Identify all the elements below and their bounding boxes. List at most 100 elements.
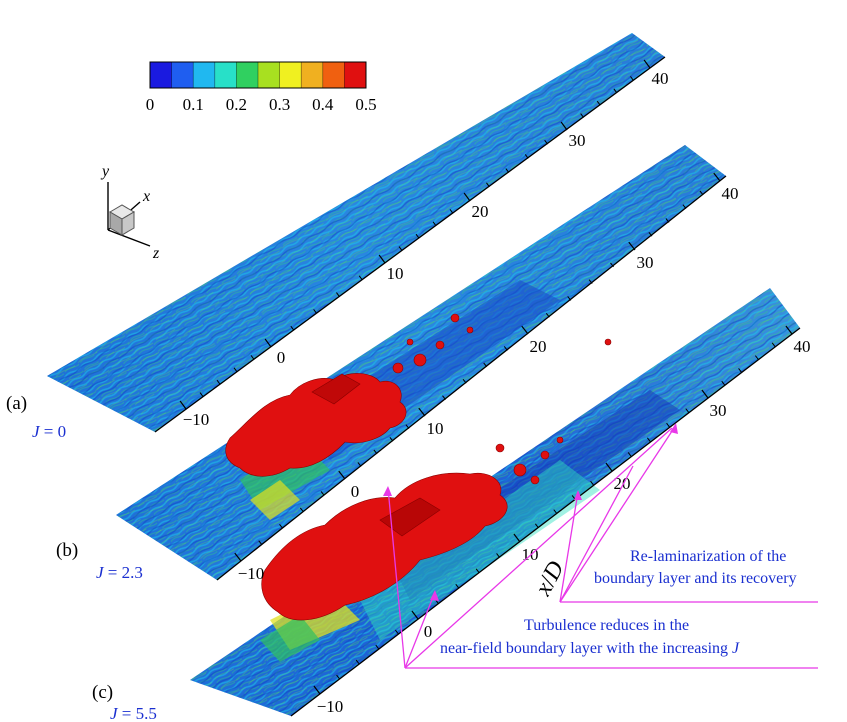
minor-tick [685,408,690,413]
minor-tick [545,312,550,318]
major-tick [643,59,651,69]
axis-tick-label: 40 [722,184,739,203]
colorbar-frame [149,61,367,89]
orientation-cube [109,204,135,236]
colorbar-cell [301,62,324,88]
colorbar-cell [214,62,237,88]
colorbar: 0 0.1 0.2 0.3 0.4 0.5 [146,61,377,114]
minor-tick [357,462,362,467]
minor-tick [442,395,446,400]
axis-tick-label: 30 [710,401,727,420]
major-tick [418,407,426,417]
relam-arrowheads [574,423,678,500]
minor-tick [648,231,653,237]
minor-tick [389,436,394,442]
panel-b-axis: −10 0 10 20 30 40 [234,172,739,583]
panel-a-label: (a) [6,393,27,414]
minor-tick [627,452,632,457]
axis-tick-label: 30 [637,253,654,272]
minor-tick [336,292,340,297]
axis-tick-label: 10 [427,419,444,438]
minor-tick [496,553,500,558]
colorbar-cell [171,62,194,88]
minor-tick [544,139,549,145]
minor-tick [373,449,378,455]
axis-tick-label: 40 [652,69,669,88]
panel-b-jvalue: J = 2.3 [96,563,143,582]
axis-tick-label: 40 [794,337,811,356]
axis-tick-label: −10 [238,564,265,583]
panel-b-label: (b) [56,540,78,561]
major-tick [628,241,636,251]
minor-tick [503,346,508,351]
minor-tick [405,424,410,429]
major-tick [338,470,346,480]
minor-tick [682,204,687,209]
colorbar-tick-label: 0.3 [269,95,290,114]
minor-tick [449,209,454,214]
colorbar-ticks: 0 0.1 0.2 0.3 0.4 0.5 [146,95,377,114]
minor-tick [486,182,490,188]
minor-tick [279,523,283,529]
minor-tick [250,355,255,360]
minor-tick [613,88,618,94]
minor-tick [567,296,572,301]
axis-tick-label: 30 [569,131,586,150]
minor-tick [524,154,529,159]
major-tick [605,462,613,472]
major-tick [463,192,471,202]
minor-tick [394,629,399,635]
panel-a-jvalue: J = 0 [32,422,66,441]
minor-tick [721,380,726,386]
major-tick [785,325,793,335]
minor-tick [233,367,238,373]
colorbar-tick-label: 0.1 [183,95,204,114]
axis-tick-label: 0 [424,622,433,641]
relam-annotation-line2: boundary layer and its recovery [594,570,797,587]
minor-tick [596,100,601,106]
minor-tick [588,279,593,284]
colorbar-cell [279,62,302,88]
minor-tick [553,509,558,514]
axis-tick-label: 10 [387,264,404,283]
panel-c-axis: −10 0 10 20 30 40 [313,325,811,716]
axis-tick-label: 20 [472,202,489,221]
colorbar-tick-label: 0.2 [226,95,247,114]
xd-axis-label: x/D [530,557,570,601]
panel-c-label: (c) [92,682,113,703]
major-tick [378,254,386,264]
minor-tick [771,342,776,348]
colorbar-cell [150,62,173,88]
minor-tick [398,246,403,251]
axis-tick-label: −10 [317,697,344,716]
major-tick [513,533,521,543]
axis-tick-label: −10 [183,410,210,429]
major-tick [264,338,272,348]
major-tick [701,389,709,399]
orientation-label-y: y [100,163,110,180]
minor-tick [699,190,704,196]
major-tick [521,325,529,335]
major-tick [713,172,721,182]
colorbar-gradient [150,62,367,88]
turb-arrowheads [383,486,439,601]
minor-tick [199,392,204,397]
minor-tick [590,480,594,486]
major-tick [313,685,321,695]
minor-tick [290,325,295,331]
minor-tick [754,355,759,360]
minor-tick [258,540,263,545]
relam-pointer [559,424,818,603]
minor-tick [483,362,488,368]
colorbar-cell [258,62,281,88]
orientation-axes: y x z [100,163,160,262]
minor-tick [375,644,380,650]
colorbar-cell [322,62,345,88]
turb-pointer [387,427,818,669]
minor-tick [355,659,360,665]
axis-tick-label: 0 [351,482,360,501]
minor-tick [320,491,325,496]
relam-annotation-line1: Re-laminarization of the [630,548,786,565]
major-tick [179,400,187,410]
colorbar-cell [344,62,367,88]
